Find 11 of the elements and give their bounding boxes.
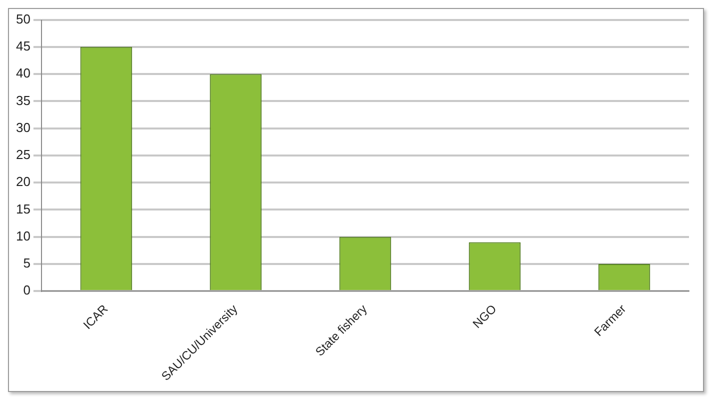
y-tick-label: 45 [16, 38, 30, 54]
y-tick-label: 30 [16, 120, 30, 135]
y-tick-label: 0 [23, 282, 30, 298]
y-tick-label: 5 [23, 256, 30, 271]
y-tick-label: 35 [16, 92, 30, 108]
y-tick-label: 25 [16, 147, 30, 162]
y-tick-label: 50 [16, 11, 30, 26]
y-tick-label: 10 [16, 228, 30, 244]
y-tick-label: 40 [16, 66, 30, 81]
y-tick-label: 15 [16, 201, 30, 216]
y-tick-label: 20 [16, 174, 30, 190]
